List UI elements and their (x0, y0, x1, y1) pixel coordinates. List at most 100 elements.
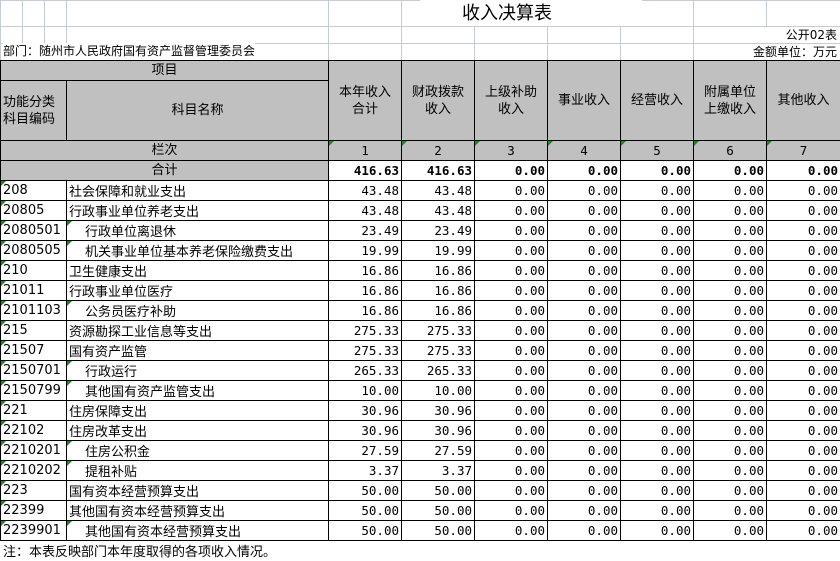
row-value[interactable]: 0.00 (693, 380, 768, 401)
row-value[interactable]: 0.00 (766, 460, 840, 481)
total-value[interactable]: 0.00 (474, 160, 549, 181)
row-name[interactable]: 其他国有资本经营预算支出 (65, 520, 330, 541)
row-value[interactable]: 0.00 (766, 360, 840, 381)
row-value[interactable]: 0.00 (620, 260, 695, 281)
row-value[interactable]: 0.00 (766, 420, 840, 441)
row-value[interactable]: 30.96 (401, 400, 476, 421)
row-value[interactable]: 0.00 (766, 280, 840, 301)
row-value[interactable]: 50.00 (401, 500, 476, 521)
row-value[interactable]: 0.00 (693, 180, 768, 201)
row-value[interactable]: 0.00 (474, 400, 549, 421)
row-code[interactable]: 2210202 (0, 460, 67, 481)
row-name[interactable]: 公务员医疗补助 (65, 300, 330, 321)
row-value[interactable]: 0.00 (693, 440, 768, 461)
row-value[interactable]: 0.00 (766, 240, 840, 261)
row-value[interactable]: 0.00 (547, 380, 622, 401)
row-value[interactable]: 43.48 (328, 180, 403, 201)
row-value[interactable]: 0.00 (547, 420, 622, 441)
row-name[interactable]: 社会保障和就业支出 (65, 180, 330, 201)
row-code[interactable]: 22102 (0, 420, 67, 441)
row-value[interactable]: 0.00 (693, 400, 768, 421)
row-value[interactable]: 50.00 (401, 480, 476, 501)
row-value[interactable]: 0.00 (547, 460, 622, 481)
row-value[interactable]: 10.00 (328, 380, 403, 401)
row-code[interactable]: 210 (0, 260, 67, 281)
row-value[interactable]: 19.99 (328, 240, 403, 261)
row-code[interactable]: 2150799 (0, 380, 67, 401)
row-value[interactable]: 0.00 (693, 420, 768, 441)
row-value[interactable]: 0.00 (620, 420, 695, 441)
row-name[interactable]: 行政运行 (65, 360, 330, 381)
row-value[interactable]: 0.00 (547, 280, 622, 301)
row-value[interactable]: 265.33 (401, 360, 476, 381)
row-value[interactable]: 0.00 (474, 320, 549, 341)
row-name[interactable]: 国有资产监管 (65, 340, 330, 361)
row-value[interactable]: 0.00 (766, 340, 840, 361)
row-name[interactable]: 其他国有资本经营预算支出 (65, 500, 330, 521)
row-code[interactable]: 2101103 (0, 300, 67, 321)
row-code[interactable]: 2239901 (0, 520, 67, 541)
row-value[interactable]: 0.00 (474, 460, 549, 481)
row-value[interactable]: 50.00 (328, 500, 403, 521)
row-value[interactable]: 0.00 (547, 520, 622, 541)
row-value[interactable]: 43.48 (401, 180, 476, 201)
row-name[interactable]: 机关事业单位基本养老保险缴费支出 (65, 240, 330, 261)
total-value[interactable]: 0.00 (766, 160, 840, 181)
row-name[interactable]: 行政事业单位医疗 (65, 280, 330, 301)
row-value[interactable]: 0.00 (693, 320, 768, 341)
total-value[interactable]: 0.00 (547, 160, 622, 181)
row-value[interactable]: 16.86 (328, 280, 403, 301)
row-value[interactable]: 0.00 (474, 520, 549, 541)
row-value[interactable]: 0.00 (766, 300, 840, 321)
row-value[interactable]: 0.00 (620, 380, 695, 401)
row-value[interactable]: 3.37 (328, 460, 403, 481)
row-value[interactable]: 0.00 (620, 220, 695, 241)
row-value[interactable]: 0.00 (693, 200, 768, 221)
row-value[interactable]: 0.00 (620, 360, 695, 381)
row-value[interactable]: 0.00 (547, 480, 622, 501)
row-value[interactable]: 0.00 (474, 420, 549, 441)
row-name[interactable]: 住房保障支出 (65, 400, 330, 421)
total-value[interactable]: 0.00 (693, 160, 768, 181)
row-value[interactable]: 16.86 (328, 300, 403, 321)
row-value[interactable]: 50.00 (401, 520, 476, 541)
row-code[interactable]: 2150701 (0, 360, 67, 381)
row-value[interactable]: 0.00 (693, 260, 768, 281)
row-code[interactable]: 215 (0, 320, 67, 341)
row-value[interactable]: 0.00 (766, 440, 840, 461)
row-code[interactable]: 221 (0, 400, 67, 421)
row-value[interactable]: 0.00 (766, 480, 840, 501)
row-value[interactable]: 0.00 (474, 360, 549, 381)
row-value[interactable]: 275.33 (328, 340, 403, 361)
row-value[interactable]: 0.00 (766, 520, 840, 541)
total-value[interactable]: 416.63 (328, 160, 403, 181)
row-value[interactable]: 0.00 (547, 220, 622, 241)
row-name[interactable]: 其他国有资产监管支出 (65, 380, 330, 401)
row-value[interactable]: 0.00 (620, 480, 695, 501)
row-value[interactable]: 27.59 (328, 440, 403, 461)
row-code[interactable]: 208 (0, 180, 67, 201)
row-value[interactable]: 30.96 (401, 420, 476, 441)
row-value[interactable]: 0.00 (766, 180, 840, 201)
row-value[interactable]: 0.00 (547, 240, 622, 261)
row-name[interactable]: 提租补贴 (65, 460, 330, 481)
row-value[interactable]: 0.00 (620, 340, 695, 361)
row-value[interactable]: 0.00 (547, 400, 622, 421)
row-value[interactable]: 23.49 (328, 220, 403, 241)
row-value[interactable]: 0.00 (474, 300, 549, 321)
row-value[interactable]: 0.00 (766, 380, 840, 401)
row-code[interactable]: 2210201 (0, 440, 67, 461)
row-value[interactable]: 0.00 (474, 240, 549, 261)
row-code[interactable]: 223 (0, 480, 67, 501)
row-value[interactable]: 0.00 (620, 400, 695, 421)
row-value[interactable]: 0.00 (693, 340, 768, 361)
row-value[interactable]: 0.00 (766, 200, 840, 221)
row-value[interactable]: 0.00 (693, 480, 768, 501)
row-value[interactable]: 0.00 (766, 320, 840, 341)
row-value[interactable]: 16.86 (401, 280, 476, 301)
row-value[interactable]: 0.00 (620, 460, 695, 481)
row-name[interactable]: 行政事业单位养老支出 (65, 200, 330, 221)
row-value[interactable]: 0.00 (766, 220, 840, 241)
row-name[interactable]: 住房公积金 (65, 440, 330, 461)
row-value[interactable]: 0.00 (547, 300, 622, 321)
